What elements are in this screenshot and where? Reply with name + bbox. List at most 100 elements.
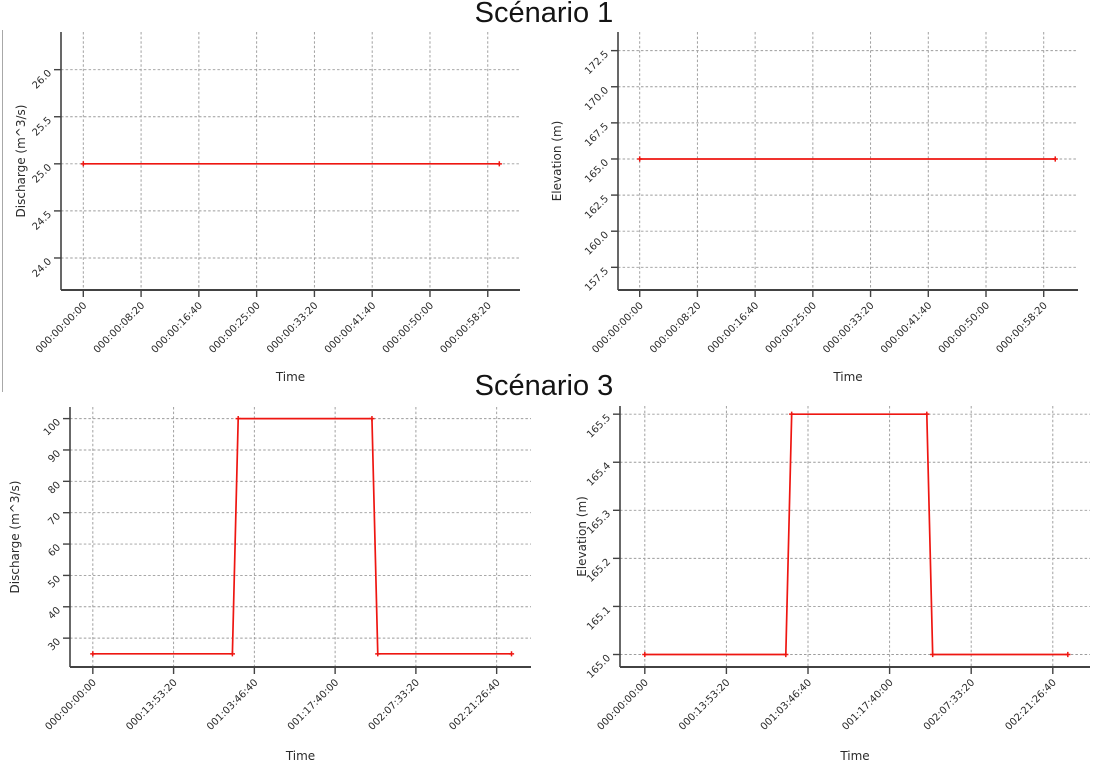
plot-grid: [61, 32, 520, 290]
plot-grid: [618, 32, 1078, 290]
x-tick-label: 000:00:50:00: [381, 300, 436, 355]
tick-labels: 000:00:00:00 000:13:53:20 001:03:46:40 001:…: [42, 417, 503, 733]
y-tick-label: 172.5: [583, 49, 611, 77]
x-tick-label: 002:07:33:20: [922, 677, 977, 732]
scenario1-elevation-plot: 000:00:00:00 000:00:08:20 000:00:16:40 000:…: [550, 32, 1078, 384]
x-axis-title: Time: [839, 749, 869, 763]
x-tick-label: 000:00:00:00: [590, 300, 645, 355]
y-tick-label: 165.0: [583, 157, 611, 185]
x-tick-label: 000:00:58:20: [994, 300, 1049, 355]
data-marker: [375, 651, 381, 657]
x-tick-label: 000:13:53:20: [677, 677, 732, 732]
y-tick-label: 162.5: [583, 193, 611, 221]
y-tick-label: 25.5: [31, 115, 55, 139]
chart-scenario1-elevation: 000:00:00:00 000:00:08:20 000:00:16:40 000:…: [550, 0, 1104, 385]
x-tick-label: 000:00:16:40: [706, 300, 761, 355]
data-marker: [930, 651, 936, 658]
chart-scenario3-discharge: 000:00:00:00 000:13:53:20 001:03:46:40 001:…: [0, 385, 552, 777]
data-marker: [229, 651, 235, 657]
chart-scenario3-elevation: 000:00:00:00 000:13:53:20 001:03:46:40 001:…: [552, 385, 1104, 777]
y-tick-label: 157.5: [583, 266, 611, 294]
y-axis-title: Discharge (m^3/s): [8, 481, 22, 594]
y-tick-label: 165.4: [585, 461, 613, 489]
x-tick-label: 000:00:41:40: [323, 300, 378, 355]
scenario3-elevation-plot: 000:00:00:00 000:13:53:20 001:03:46:40 001:…: [575, 406, 1090, 763]
plot-grid: [620, 406, 1090, 667]
y-tick-label: 100: [42, 417, 63, 438]
data-markers: [637, 156, 1058, 162]
x-axis-title: Time: [275, 370, 305, 384]
tick-marks: [611, 49, 1045, 297]
y-tick-label: 165.2: [585, 557, 613, 585]
scenario1-discharge-plot: 000:00:00:00 000:00:08:20 000:00:16:40 000:…: [14, 32, 520, 384]
y-tick-label: 24.0: [31, 256, 55, 280]
x-axis-title: Time: [832, 370, 862, 384]
data-marker: [369, 416, 375, 422]
x-tick-label: 001:17:40:00: [286, 677, 341, 732]
data-markers: [80, 161, 502, 167]
figure1-title: Scénario 1: [474, 0, 614, 29]
data-markers: [90, 416, 515, 657]
y-tick-label: 165.5: [585, 413, 613, 441]
data-marker: [789, 411, 795, 417]
x-tick-label: 000:00:08:20: [92, 300, 147, 355]
x-tick-label: 000:13:53:20: [124, 677, 179, 732]
data-line: [644, 413, 1068, 656]
x-tick-label: 000:00:33:20: [821, 300, 876, 355]
y-tick-label: 60: [46, 542, 63, 559]
data-marker: [1052, 156, 1058, 162]
tick-marks: [54, 68, 489, 297]
x-tick-label: 000:00:25:00: [207, 300, 262, 355]
y-tick-label: 167.5: [583, 121, 611, 149]
y-tick-label: 170.0: [583, 85, 611, 113]
y-axis-title: Elevation (m): [575, 496, 589, 577]
x-tick-label: 001:03:46:40: [759, 677, 814, 732]
y-tick-label: 160.0: [583, 230, 611, 258]
y-axis-title: Elevation (m): [550, 121, 564, 202]
data-marker: [508, 651, 515, 657]
tick-labels: 000:00:00:00 000:00:08:20 000:00:16:40 000:…: [583, 49, 1050, 356]
x-tick-label: 000:00:25:00: [764, 300, 819, 355]
y-tick-label: 40: [46, 605, 63, 622]
y-tick-label: 165.3: [585, 509, 613, 537]
data-markers: [642, 411, 1071, 658]
data-marker: [924, 411, 930, 417]
data-marker: [496, 161, 502, 167]
y-tick-label: 25.0: [31, 162, 55, 186]
y-tick-label: 80: [46, 480, 63, 497]
adjacent-figure-edge-artifact: [2, 30, 3, 392]
y-tick-label: 26.0: [31, 68, 55, 92]
y-tick-label: 165.0: [585, 653, 613, 681]
plot-grid: [70, 407, 531, 667]
x-tick-label: 000:00:00:00: [596, 677, 651, 732]
data-marker: [642, 651, 648, 658]
x-tick-label: 000:00:00:00: [34, 300, 89, 355]
x-tick-label: 002:21:26:40: [447, 677, 502, 732]
data-marker: [235, 416, 241, 422]
x-tick-label: 001:03:46:40: [205, 677, 260, 732]
data-marker: [80, 161, 86, 167]
x-tick-label: 000:00:33:20: [265, 300, 320, 355]
tick-labels: 000:00:00:00 000:00:08:20 000:00:16:40 000:…: [31, 68, 494, 356]
x-tick-label: 000:00:16:40: [150, 300, 205, 355]
x-tick-label: 000:00:08:20: [648, 300, 703, 355]
x-tick-label: 000:00:41:40: [879, 300, 934, 355]
data-marker: [783, 651, 789, 658]
y-tick-label: 24.5: [31, 209, 55, 233]
x-axis-title: Time: [285, 749, 315, 763]
x-tick-label: 000:00:50:00: [937, 300, 992, 355]
y-tick-label: 30: [46, 636, 63, 653]
x-tick-label: 000:00:00:00: [44, 677, 99, 732]
tick-labels: 000:00:00:00 000:13:53:20 001:03:46:40 001:…: [585, 413, 1059, 733]
y-tick-label: 165.1: [585, 605, 613, 633]
y-tick-label: 50: [46, 574, 63, 591]
data-marker: [1065, 651, 1071, 658]
data-marker: [90, 651, 96, 657]
tick-marks: [63, 417, 498, 674]
data-marker: [637, 156, 643, 162]
tick-marks: [613, 413, 1054, 674]
y-axis-title: Discharge (m^3/s): [14, 105, 28, 218]
figure2-title: Scénario 3: [474, 370, 614, 402]
x-tick-label: 000:00:58:20: [438, 300, 493, 355]
